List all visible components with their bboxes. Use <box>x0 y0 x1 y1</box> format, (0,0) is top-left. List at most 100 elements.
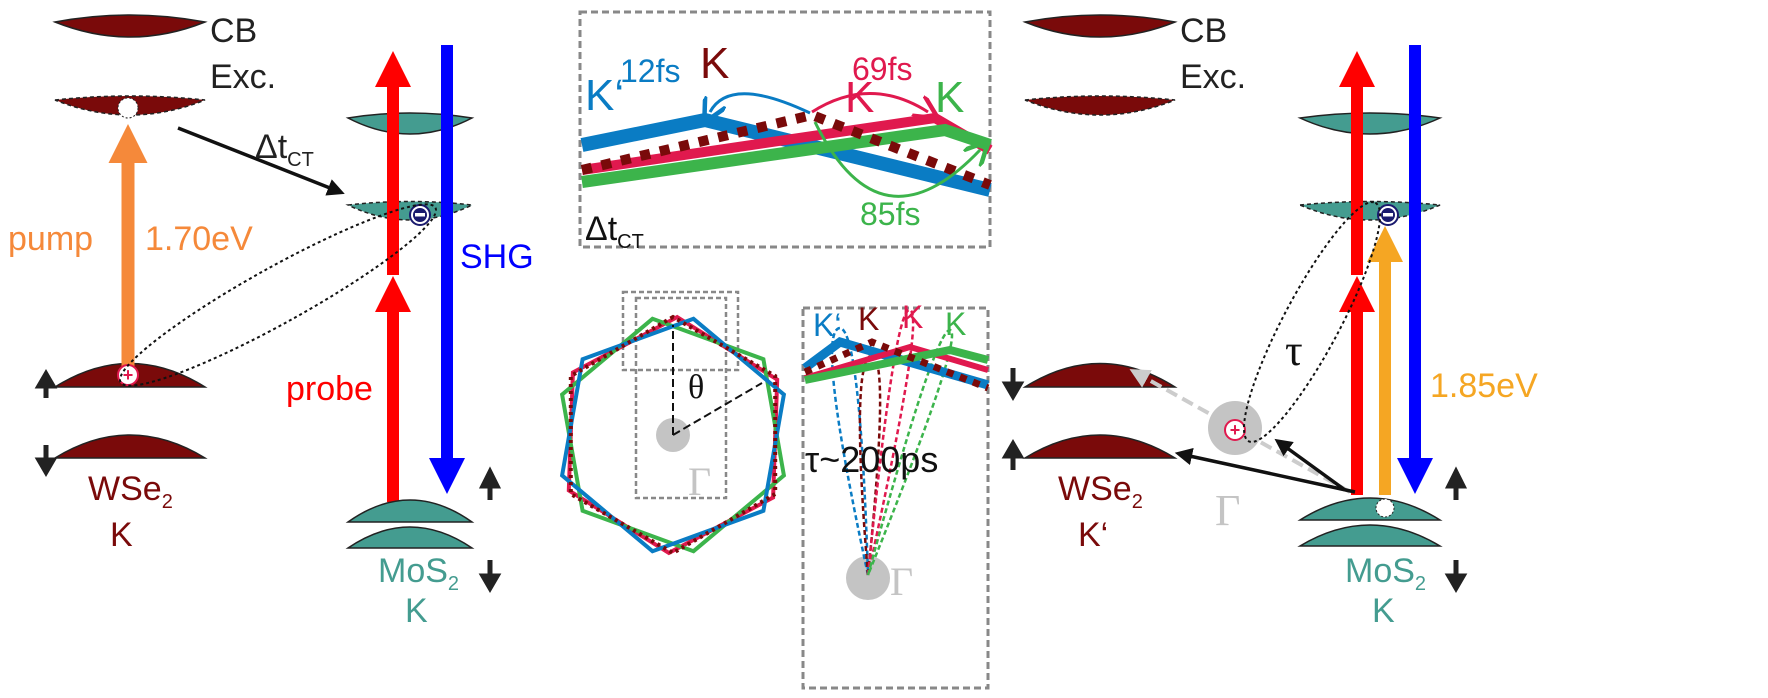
pump-energy: 1.70eV <box>145 220 253 258</box>
wse2-label: WSe2 <box>1058 470 1143 513</box>
zoom-rect-inner <box>621 290 740 372</box>
time-12fs: 12fs <box>620 53 680 89</box>
mos2-exciton-band <box>1299 200 1441 221</box>
exciton-ellipse <box>118 203 438 387</box>
probe-label: probe <box>286 370 373 408</box>
hole-transfer-arrow-wse2 <box>1174 447 1356 494</box>
delta-t-ct-label: ΔtCT <box>255 128 314 171</box>
delta-t-subscript: CT <box>617 231 644 253</box>
hexagon-k-green <box>559 316 787 554</box>
mos2-valence-band-lower <box>345 526 475 549</box>
spin-up-icon <box>478 466 502 500</box>
wse2-text: WSe <box>88 470 162 508</box>
tau-200ps-label: τ~200ps <box>805 439 938 480</box>
pump-label: pump <box>8 220 93 258</box>
zoom-rect-outer <box>634 296 728 500</box>
wse2-valley-label: K‘ <box>1078 516 1108 554</box>
time-69fs: 69fs <box>852 51 912 87</box>
k-red-band-line <box>804 343 989 381</box>
mos2-label: MoS2 <box>378 552 459 595</box>
mos2-subscript: 2 <box>1415 573 1426 595</box>
transfer-arrow-69fs <box>811 92 928 113</box>
delta-t-subscript: CT <box>287 149 314 171</box>
hexagon-k-dark <box>568 314 778 556</box>
energy-label: 1.85eV <box>1430 367 1538 405</box>
wse2-valence-band-lower <box>1022 434 1178 459</box>
left-panel: + CB Exc. pump 1.70eV ΔtCT WSe2 K SHG pr… <box>8 12 534 630</box>
k-green-label: K <box>945 306 966 342</box>
k-red-label: K <box>902 299 923 335</box>
time-85fs: 85fs <box>860 196 920 232</box>
hole-transfer-arrow-gamma <box>1274 438 1347 492</box>
hexagon-k-prime <box>559 316 787 554</box>
k-dark-label: K <box>858 301 879 337</box>
spin-down-icon <box>1444 560 1468 593</box>
delta-t-text: Δt <box>255 128 288 166</box>
minus-bar <box>1383 213 1393 217</box>
mos2-valence-band-lower <box>1297 524 1443 547</box>
theta-label: θ <box>688 369 704 406</box>
cb-label: CB <box>1180 12 1227 50</box>
minus-bar <box>415 213 425 217</box>
hexagon-group <box>559 314 787 556</box>
k-green-band-line <box>804 345 990 384</box>
k-green-label: K <box>935 73 964 122</box>
mos2-label: MoS2 <box>1345 552 1426 595</box>
gamma-scatter-arrow <box>1129 369 1351 494</box>
plus-icon: + <box>1230 420 1241 440</box>
wse2-text: WSe <box>1058 470 1132 508</box>
mos2-subscript: 2 <box>448 573 459 595</box>
mos2-text: MoS <box>1345 552 1415 590</box>
hole-vacancy <box>1375 498 1395 518</box>
tau-label: τ <box>1285 326 1303 375</box>
inset-frame <box>801 306 990 690</box>
plus-icon: + <box>123 365 134 385</box>
charge-transfer-arrow <box>177 126 345 196</box>
mos2-valence-band-upper <box>345 499 475 523</box>
cb-label: CB <box>210 12 257 50</box>
spin-down-icon <box>1001 368 1025 401</box>
wse2-subscript: 2 <box>1132 491 1143 513</box>
exciton-ellipse <box>1242 201 1382 443</box>
theta-line-diagonal <box>672 382 763 436</box>
transfer-arrow-85fs <box>813 121 980 198</box>
center-top-inset: K‘ 12fs K 69fs K K 85fs ΔtCT <box>578 10 993 253</box>
shg-label: SHG <box>460 238 534 276</box>
gamma-label: Γ <box>890 559 913 604</box>
right-panel: CB Exc. WSe2 K‘ + τ 1.85eV Γ MoS2 K <box>1001 12 1538 630</box>
spin-down-icon <box>34 445 58 477</box>
mos2-text: MoS <box>378 552 448 590</box>
k-dark-gamma-loop <box>858 353 882 576</box>
mos2-cb-band <box>345 112 475 135</box>
brillouin-zone-sketch: θ Γ <box>559 290 787 556</box>
k-dark-band-line <box>803 338 990 392</box>
wse2-valley-label: K <box>110 516 133 554</box>
spin-up-icon <box>34 369 58 398</box>
wse2-cb-band <box>52 14 208 38</box>
k-green-gamma-loop <box>866 328 954 576</box>
spin-up-icon <box>1444 466 1468 500</box>
k-red-label: K <box>845 73 874 122</box>
delta-t-text: Δt <box>585 210 618 248</box>
wse2-exciton-band <box>1024 95 1176 116</box>
spin-down-icon <box>478 560 502 593</box>
wse2-label: WSe2 <box>88 470 173 513</box>
mos2-cb-band <box>1297 112 1443 135</box>
k-dark-label: K <box>700 39 729 88</box>
k-prime-label: K‘ <box>585 71 624 120</box>
wse2-subscript: 2 <box>162 491 173 513</box>
transfer-arrow-12fs <box>710 92 811 113</box>
gamma-label: Γ <box>1215 486 1240 535</box>
gamma-label: Γ <box>688 459 711 504</box>
mos2-valley-label: K <box>1372 592 1395 630</box>
exc-label: Exc. <box>210 58 276 96</box>
wse2-cb-band <box>1022 14 1178 38</box>
spin-up-icon <box>1001 439 1025 470</box>
mos2-valence-band-upper <box>1297 497 1443 521</box>
wse2-valence-band-lower <box>52 434 208 459</box>
exc-label: Exc. <box>1180 58 1246 96</box>
mos2-valley-label: K <box>405 592 428 630</box>
k-dark-band-line <box>580 109 992 190</box>
k-prime-gamma-loop <box>830 326 870 576</box>
